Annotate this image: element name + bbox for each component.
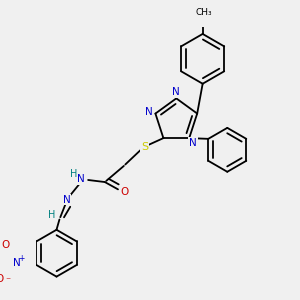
Text: N: N <box>76 174 84 184</box>
Text: H: H <box>47 210 55 220</box>
Text: +: + <box>18 254 25 263</box>
Text: N: N <box>63 195 70 205</box>
Text: ⁻: ⁻ <box>5 276 10 286</box>
Text: O: O <box>0 274 4 284</box>
Text: S: S <box>141 142 148 152</box>
Text: N: N <box>13 259 21 269</box>
Text: H: H <box>70 169 77 179</box>
Text: CH₃: CH₃ <box>196 8 212 17</box>
Text: N: N <box>146 106 153 117</box>
Text: N: N <box>172 87 180 97</box>
Text: O: O <box>1 240 10 250</box>
Text: O: O <box>121 187 129 197</box>
Text: N: N <box>189 138 197 148</box>
